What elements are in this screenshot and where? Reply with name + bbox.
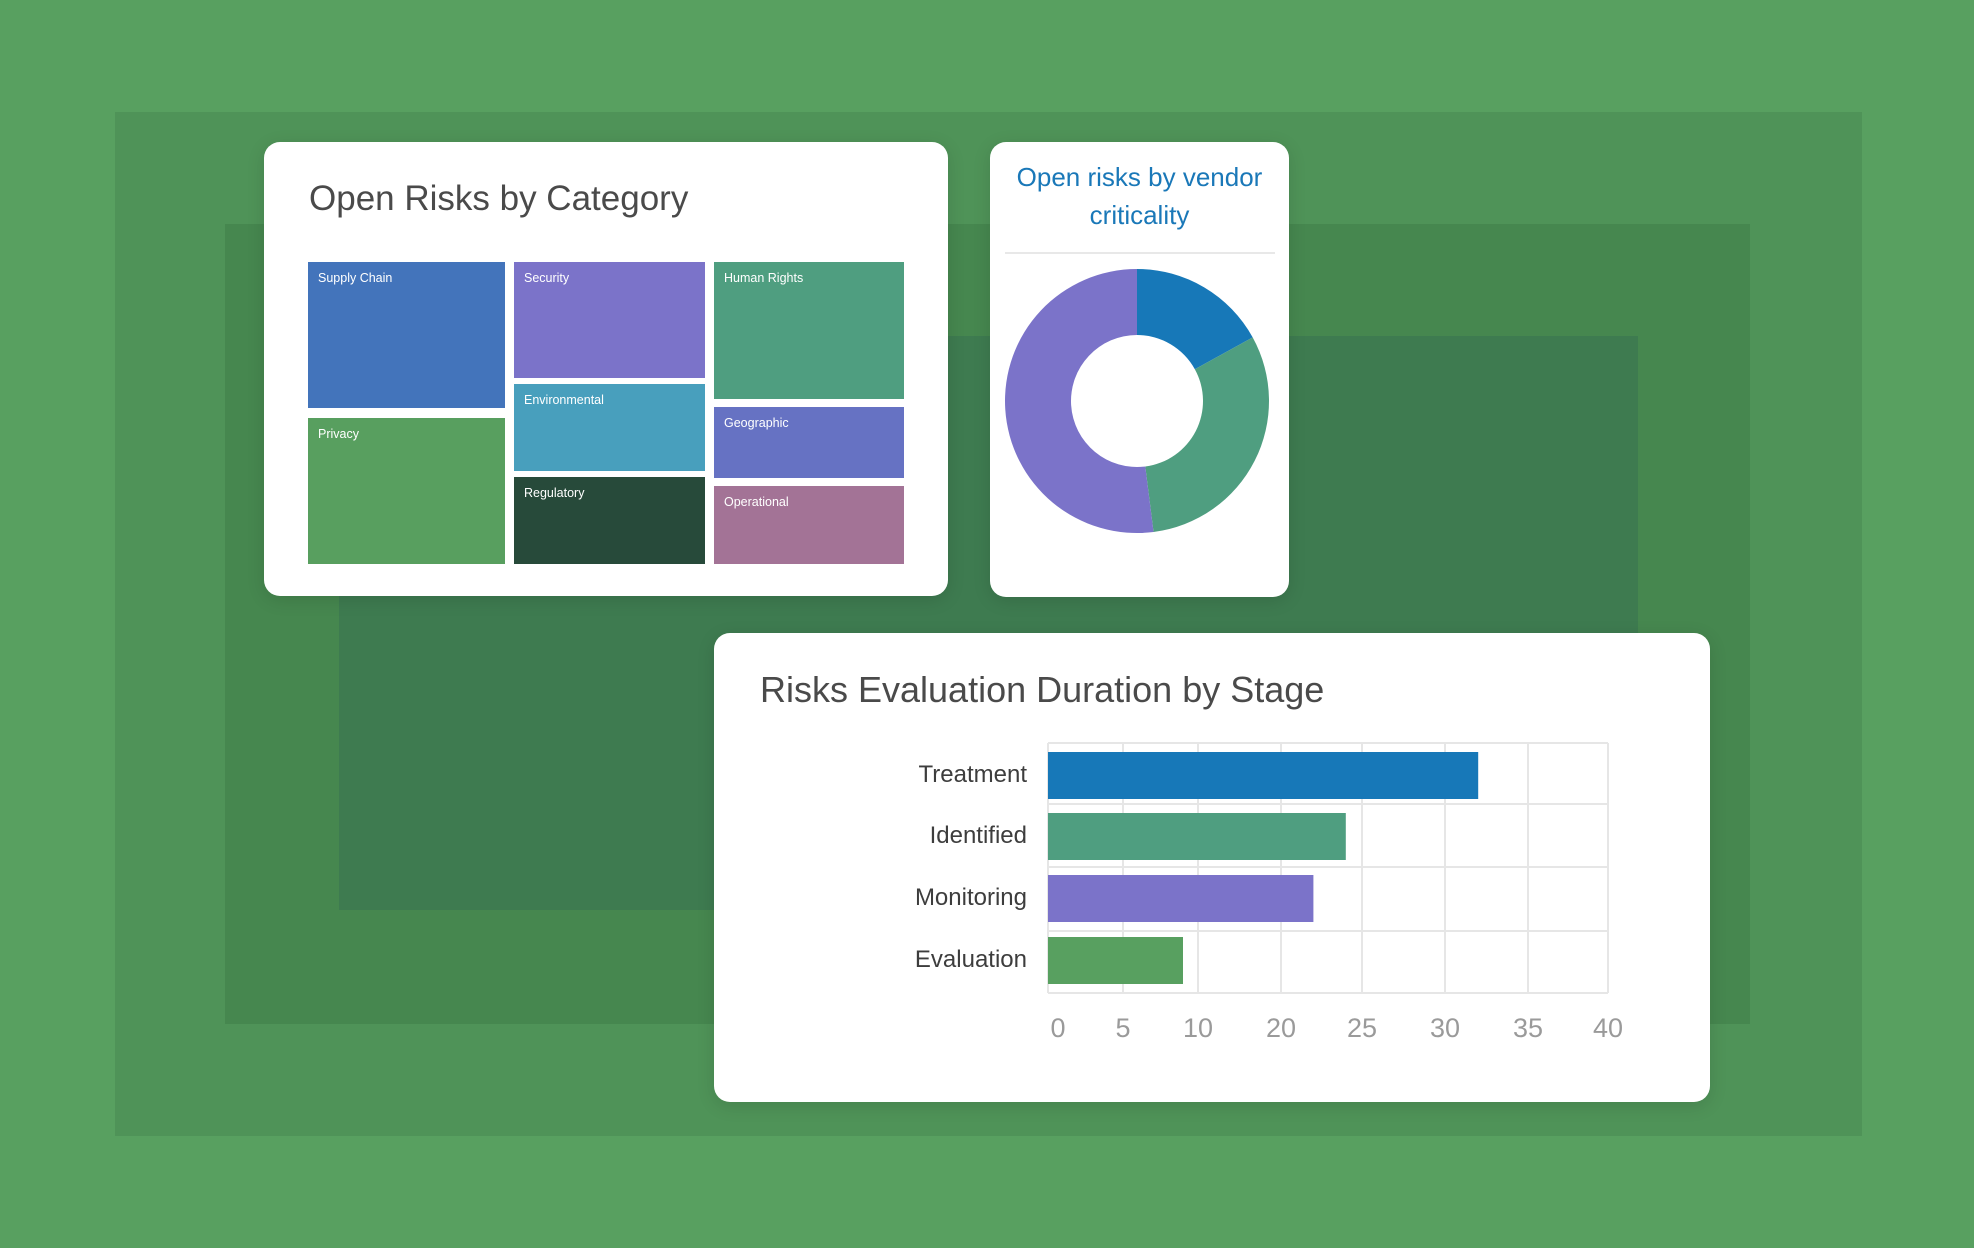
treemap-cell-operational[interactable]: Operational (714, 486, 904, 564)
treemap-cell-security[interactable]: Security (514, 262, 705, 378)
treemap-cell-regulatory[interactable]: Regulatory (514, 477, 705, 564)
donut-divider (1005, 252, 1275, 254)
treemap-cell-label: Environmental (524, 393, 604, 407)
donut-title: Open risks by vendor criticality (1016, 162, 1263, 230)
bar-chart-title: Risks Evaluation Duration by Stage (760, 669, 1325, 710)
treemap-cell-environmental[interactable]: Environmental (514, 384, 705, 471)
treemap-cell-label: Supply Chain (318, 271, 393, 285)
category-label: Treatment (918, 760, 1027, 788)
treemap-cell-human-rights[interactable]: Human Rights (714, 262, 904, 399)
treemap-cell-label: Human Rights (724, 271, 804, 285)
x-tick-label: 30 (1429, 1013, 1461, 1043)
treemap-cell-label: Operational (724, 495, 789, 509)
x-tick-label: 20 (1265, 1013, 1297, 1043)
treemap-cell-label: Regulatory (524, 486, 585, 500)
treemap-cell-geographic[interactable]: Geographic (714, 407, 904, 478)
x-tick-label: 25 (1346, 1013, 1378, 1043)
donut-slice[interactable] (1145, 337, 1269, 532)
donut-slice[interactable] (1005, 269, 1154, 533)
treemap-title: Open Risks by Category (309, 179, 689, 218)
bar-evaluation[interactable] (1048, 937, 1183, 984)
donut-slice[interactable] (1137, 269, 1253, 370)
treemap-cell-label: Geographic (724, 416, 789, 430)
category-label: Identified (929, 821, 1027, 849)
treemap-cell-privacy[interactable]: Privacy (308, 418, 505, 564)
x-tick-label: 35 (1512, 1013, 1544, 1043)
x-tick-label: 5 (1115, 1013, 1131, 1043)
bar-treatment[interactable] (1048, 752, 1479, 799)
treemap-cell-label: Privacy (318, 427, 359, 441)
x-tick-label: 40 (1592, 1013, 1624, 1043)
category-label: Monitoring (914, 883, 1027, 911)
bar-identified[interactable] (1048, 813, 1346, 860)
category-label: Evaluation (914, 945, 1027, 973)
x-tick-label: 0 (1050, 1013, 1066, 1043)
x-tick-label: 10 (1182, 1013, 1214, 1043)
bar-monitoring[interactable] (1048, 875, 1314, 922)
treemap-cell-label: Security (524, 271, 570, 285)
treemap-cell-supply-chain[interactable]: Supply Chain (308, 262, 505, 408)
donut-chart (1005, 269, 1269, 533)
